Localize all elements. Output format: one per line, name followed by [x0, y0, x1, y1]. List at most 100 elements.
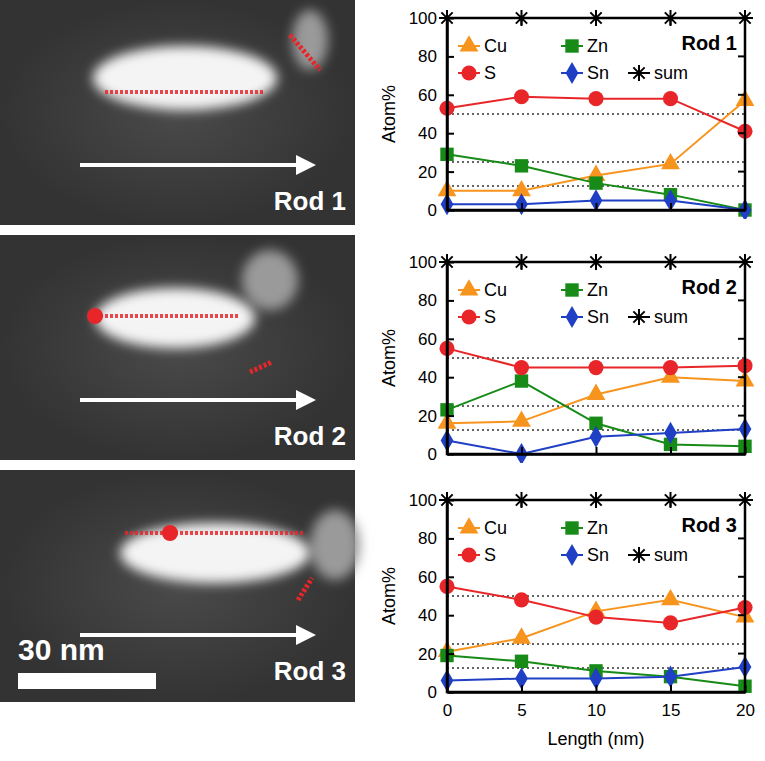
legend-marker [461, 309, 476, 324]
tick: 20 [418, 163, 454, 182]
data-point [512, 627, 531, 643]
series-line [447, 600, 745, 652]
tick-label: 0 [428, 445, 437, 464]
legend-item: Cu [458, 279, 507, 300]
reference-line [447, 357, 745, 359]
reference-line [447, 405, 745, 407]
tick-label: 40 [418, 124, 437, 143]
legend: CuZnSSnsum [458, 279, 688, 328]
data-point [514, 592, 529, 607]
tick: 80 [418, 291, 454, 310]
legend-item: S [458, 307, 496, 327]
scale-bar [18, 673, 156, 689]
legend-marker [460, 517, 479, 533]
legend-item: Zn [561, 280, 608, 300]
data-point [588, 91, 603, 106]
tick-label: 100 [409, 253, 437, 272]
tick-label: 10 [587, 701, 606, 720]
data-point [515, 374, 528, 387]
legend-label: Zn [587, 36, 608, 56]
legend-label: Sn [587, 545, 609, 565]
legend-item: sum [628, 63, 688, 83]
legend-marker [460, 35, 479, 51]
tick: 10 [587, 685, 606, 720]
legend-label: Zn [587, 518, 608, 538]
micrograph: Rod 3 [0, 470, 360, 702]
image-background [0, 235, 355, 460]
axis-title: Atom% [379, 85, 399, 143]
data-point [661, 589, 680, 605]
scan-line [125, 531, 305, 535]
plot-area [447, 262, 745, 454]
scan-line [95, 314, 240, 318]
data-point [515, 193, 528, 215]
scan-arrow [80, 398, 312, 402]
legend-item: Sn [561, 544, 609, 566]
legend-marker [565, 39, 578, 52]
plot-area [447, 500, 745, 692]
axis-title: Atom% [379, 329, 399, 387]
chart-title: Rod 1 [681, 32, 737, 54]
tick-label: 80 [418, 529, 437, 548]
tick-label: 80 [418, 47, 437, 66]
legend-marker [631, 65, 647, 81]
data-point [663, 615, 678, 630]
data-point [663, 91, 678, 106]
plot-area [447, 18, 745, 210]
legend-item: S [458, 545, 496, 565]
data-point [590, 189, 603, 211]
tick-label: 0 [443, 701, 452, 720]
plot-frame [447, 18, 745, 210]
chart: 020406080100Atom%Rod 1CuZnSSnsum [379, 9, 754, 221]
micrograph: Rod 2 [0, 235, 355, 460]
scan-arrow [80, 163, 312, 167]
data-point [589, 176, 602, 189]
data-point [664, 422, 677, 444]
tick: 5 [517, 685, 526, 720]
tick-label: 100 [409, 9, 437, 28]
data-point [515, 159, 528, 172]
particle [242, 250, 298, 310]
micrograph: Rod 1 [0, 0, 355, 225]
data-point [512, 410, 531, 426]
data-point [590, 426, 603, 448]
legend-item: S [458, 63, 496, 83]
legend-marker [566, 306, 579, 328]
legend: CuZnSSnsum [458, 35, 688, 84]
nanorod [120, 523, 310, 583]
legend-item: sum [628, 307, 688, 327]
tick: 20 [418, 407, 454, 426]
tick-label: 0 [428, 683, 437, 702]
tick: 40 [418, 368, 454, 387]
scan-point [87, 308, 103, 324]
data-point [588, 360, 603, 375]
legend-marker [461, 65, 476, 80]
tick-label: 20 [736, 701, 755, 720]
series-line [447, 377, 745, 423]
drift-marker [250, 362, 272, 372]
legend-label: sum [654, 307, 688, 327]
data-point [661, 153, 680, 169]
nanorod [93, 46, 277, 110]
axis-title: Length (nm) [547, 729, 644, 749]
chart-title: Rod 3 [681, 514, 737, 536]
legend-label: S [484, 545, 496, 565]
data-point [588, 610, 603, 625]
reference-line [447, 113, 745, 115]
tick: 15 [662, 685, 681, 720]
legend-marker [631, 547, 647, 563]
tick-label: 15 [662, 701, 681, 720]
legend-marker [631, 309, 647, 325]
figure: Rod 1Rod 2Rod 330 nm020406080100Atom%Rod… [0, 0, 765, 761]
data-point [664, 666, 677, 688]
image-label: Rod 3 [274, 656, 346, 686]
tick-label: 40 [418, 368, 437, 387]
tick: 40 [418, 606, 454, 625]
chart: 020406080100Atom%Rod 2CuZnSSnsum [379, 253, 754, 465]
plot-marks [438, 10, 754, 219]
image-background [0, 470, 355, 702]
legend-item: Cu [458, 517, 507, 538]
tick-label: 60 [418, 86, 437, 105]
legend-marker [566, 62, 579, 84]
legend-label: sum [654, 63, 688, 83]
